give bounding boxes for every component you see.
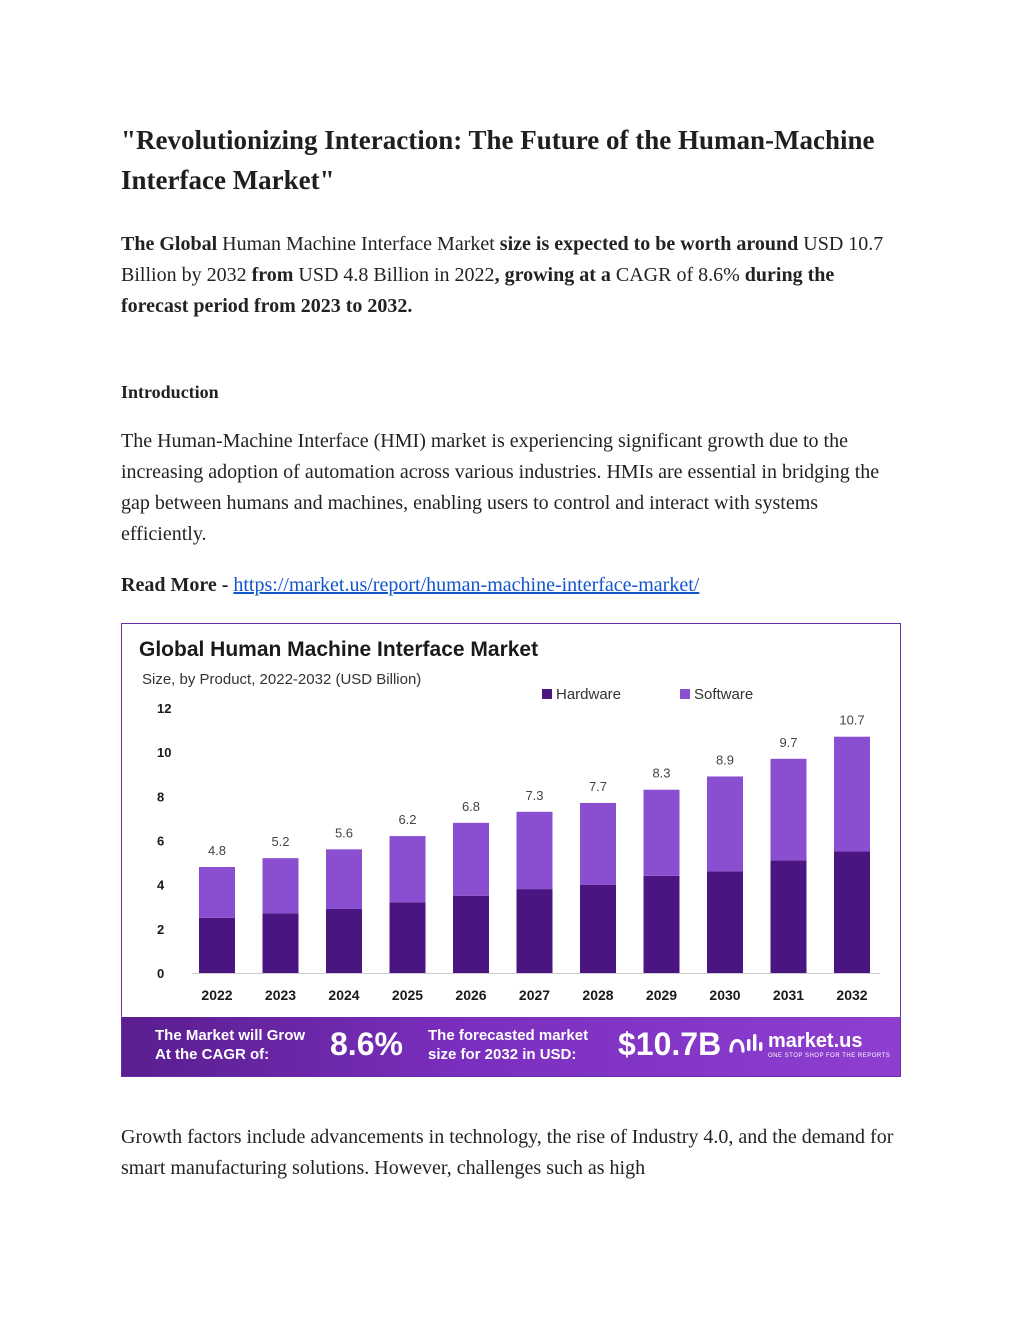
- bar-hardware-2024: [326, 908, 362, 973]
- bar-hardware-2023: [262, 913, 299, 973]
- market-summary: The Global Human Machine Interface Marke…: [121, 229, 901, 322]
- y-tick-label: 10: [157, 745, 171, 760]
- bar-hardware-2028: [580, 884, 616, 973]
- bar-software-2032: [834, 736, 870, 852]
- total-label-2029: 8.3: [652, 766, 670, 781]
- read-more-label: Read More -: [121, 574, 234, 596]
- size-label-line-2: size for 2032 in USD:: [428, 1046, 577, 1063]
- chart-title: Global Human Machine Interface Market: [139, 638, 538, 661]
- introduction-heading: Introduction: [121, 382, 219, 402]
- x-tick-label-2027: 2027: [519, 987, 550, 1003]
- bar-software-2024: [326, 849, 362, 909]
- market-size-value: $10.7B: [618, 1026, 722, 1062]
- total-label-2030: 8.9: [716, 752, 734, 767]
- bar-hardware-2025: [389, 902, 426, 973]
- total-label-2032: 10.7: [839, 713, 864, 728]
- y-tick-label: 12: [157, 701, 171, 716]
- x-tick-label-2032: 2032: [836, 987, 867, 1003]
- market-us-logo-icon: [729, 1034, 763, 1053]
- brand-name: market.us: [768, 1030, 863, 1052]
- total-label-2022: 4.8: [208, 843, 226, 858]
- x-tick-label-2028: 2028: [582, 987, 613, 1003]
- total-label-2031: 9.7: [779, 735, 797, 750]
- x-tick-label-2029: 2029: [646, 987, 677, 1003]
- market-bar-chart: Global Human Machine Interface Market Siz…: [139, 638, 880, 1003]
- summary-bold-5: during the forecast period from 2023 to …: [121, 264, 835, 317]
- bar-hardware-2032: [834, 851, 870, 973]
- total-label-2024: 5.6: [335, 825, 353, 840]
- bar-software-2029: [643, 789, 680, 876]
- bar-hardware-2029: [643, 875, 680, 973]
- brand-tagline: ONE STOP SHOP FOR THE REPORTS: [768, 1053, 891, 1059]
- x-tick-label-2022: 2022: [201, 987, 232, 1003]
- y-tick-label: 8: [157, 789, 164, 804]
- total-label-2028: 7.7: [589, 779, 607, 794]
- legend-label-software: Software: [694, 686, 753, 703]
- summary-bold-2: size is expected to be worth around: [499, 233, 799, 255]
- x-tick-label-2023: 2023: [265, 987, 296, 1003]
- summary-text-4: CAGR of 8.6%: [610, 264, 745, 286]
- total-label-2023: 5.2: [271, 834, 289, 849]
- bar-software-2030: [707, 776, 743, 872]
- bar-software-2022: [199, 867, 235, 918]
- market-infographic: Global Human Machine Interface Market Siz…: [121, 623, 901, 1077]
- legend-swatch-software: [680, 689, 690, 699]
- introduction-paragraph: The Human-Machine Interface (HMI) market…: [121, 430, 880, 545]
- bar-hardware-2030: [707, 871, 743, 973]
- bar-software-2028: [580, 802, 616, 885]
- growth-factors-paragraph: Growth factors include advancements in t…: [121, 1126, 894, 1179]
- page-title: "Revolutionizing Interaction: The Future…: [121, 125, 875, 195]
- bar-hardware-2027: [516, 889, 553, 973]
- cagr-label-line-1: The Market will Grow: [155, 1027, 306, 1044]
- summary-text-2: USD 10.7 Billion by 2032: [121, 233, 884, 286]
- bar-software-2025: [389, 836, 426, 903]
- cagr-label-line-2: At the CAGR of:: [155, 1046, 270, 1063]
- summary-bold-1: The Global: [121, 233, 218, 255]
- chart-subtitle: Size, by Product, 2022-2032 (USD Billion…: [142, 671, 421, 688]
- bar-software-2027: [516, 811, 553, 890]
- legend-swatch-hardware: [542, 689, 552, 699]
- bar-software-2023: [262, 858, 299, 914]
- market-size-label: The forecasted market size for 2032 in U…: [428, 1026, 588, 1064]
- bar-hardware-2026: [453, 895, 489, 973]
- x-tick-label-2026: 2026: [455, 987, 486, 1003]
- read-more-line: Read More - https://market.us/report/hum…: [121, 570, 699, 601]
- y-tick-label: 6: [157, 834, 164, 849]
- report-link[interactable]: https://market.us/report/human-machine-i…: [233, 574, 700, 596]
- x-tick-label-2031: 2031: [773, 987, 804, 1003]
- summary-text-3: USD 4.8 Billion in 2022: [293, 264, 495, 286]
- cagr-label: The Market will Grow At the CAGR of:: [155, 1026, 305, 1064]
- legend-label-hardware: Hardware: [556, 686, 621, 703]
- x-tick-label-2030: 2030: [709, 987, 740, 1003]
- summary-banner: The Market will Grow At the CAGR of: 8.6…: [122, 1017, 900, 1076]
- bar-hardware-2022: [199, 917, 235, 973]
- y-tick-label: 2: [157, 922, 164, 937]
- y-tick-label: 0: [157, 966, 164, 981]
- total-label-2027: 7.3: [525, 788, 543, 803]
- size-label-line-1: The forecasted market: [428, 1027, 589, 1044]
- summary-bold-4: , growing at a: [494, 264, 611, 286]
- x-tick-label-2025: 2025: [392, 987, 423, 1003]
- summary-bold-3: from: [251, 264, 294, 286]
- total-label-2026: 6.8: [462, 799, 480, 814]
- total-label-2025: 6.2: [398, 812, 416, 827]
- bar-software-2026: [453, 822, 489, 896]
- cagr-value: 8.6%: [330, 1026, 403, 1062]
- bar-hardware-2031: [770, 860, 807, 973]
- y-tick-label: 4: [157, 878, 165, 893]
- x-tick-label-2024: 2024: [328, 987, 359, 1003]
- bar-software-2031: [770, 758, 807, 861]
- summary-text-1: Human Machine Interface Market: [217, 233, 500, 255]
